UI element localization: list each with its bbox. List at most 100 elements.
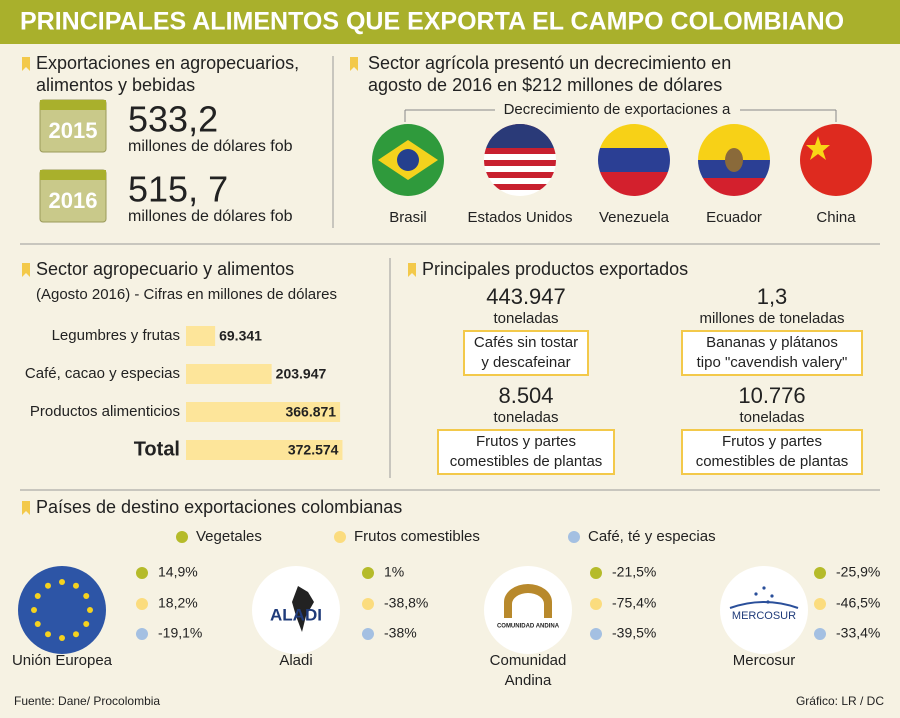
category-label: Café, cacao y especias xyxy=(25,365,180,382)
bloc-value: -46,5% xyxy=(836,595,880,611)
section-heading: Principales productos exportados xyxy=(422,259,688,279)
bloc-name: Mercosur xyxy=(733,652,796,669)
calendar-year: 2015 xyxy=(49,118,98,143)
decoration xyxy=(800,124,872,196)
value-dot xyxy=(362,628,374,640)
flag-china xyxy=(800,124,872,196)
section-heading: Países de destino exportaciones colombia… xyxy=(36,497,402,517)
bloc-value: -39,5% xyxy=(612,625,656,641)
bloc-name: Aladi xyxy=(279,652,312,669)
legend-label: Café, té y especias xyxy=(588,528,716,545)
country-name: Brasil xyxy=(389,209,427,226)
logo-star xyxy=(34,621,41,627)
flag-usa xyxy=(484,124,556,196)
logo-swoosh xyxy=(729,601,799,609)
decoration xyxy=(698,124,770,196)
logo-arch xyxy=(504,584,552,618)
logo-star xyxy=(83,621,90,627)
product-amount: 8.504 xyxy=(498,383,553,408)
logo-star xyxy=(770,594,774,598)
legend-dot xyxy=(334,531,346,543)
bloc-value: -33,4% xyxy=(836,625,880,641)
decoration xyxy=(598,124,670,196)
product-label: tipo "cavendish valery" xyxy=(697,354,848,371)
product-label: y descafeinar xyxy=(481,354,570,371)
decoration xyxy=(598,148,670,172)
decoration xyxy=(484,172,556,178)
footer-source: Fuente: Dane/ Procolombia xyxy=(14,694,160,708)
value-dot xyxy=(814,567,826,579)
value-dot xyxy=(590,567,602,579)
logo-text: ALADI xyxy=(270,605,322,624)
export-value: 533,2 xyxy=(128,99,218,140)
logo-star xyxy=(762,586,766,590)
product-amount: 443.947 xyxy=(486,284,566,309)
bar xyxy=(186,364,272,384)
bar xyxy=(186,326,216,346)
logo-text: COMUNIDAD ANDINA xyxy=(497,624,560,630)
country-name: Estados Unidos xyxy=(467,209,572,226)
legend-label: Frutos comestibles xyxy=(354,528,480,545)
logo-circle xyxy=(720,566,808,654)
value-dot xyxy=(814,598,826,610)
product-label: Bananas y plátanos xyxy=(706,334,838,351)
value-dot xyxy=(362,598,374,610)
logo-star xyxy=(73,631,79,638)
decoration xyxy=(484,184,556,190)
logo-star xyxy=(87,607,93,613)
product-label: comestibles de plantas xyxy=(450,453,603,470)
decoration xyxy=(800,124,872,196)
legend-dot xyxy=(176,531,188,543)
value-dot xyxy=(362,567,374,579)
logo-map xyxy=(292,586,314,632)
chart-subtitle: (Agosto 2016) - Cifras en millones de dó… xyxy=(36,286,337,303)
title-bar xyxy=(0,0,900,44)
section-heading: alimentos y bebidas xyxy=(36,75,195,95)
bloc-value: -21,5% xyxy=(612,564,656,580)
product-label: Frutos y partes xyxy=(722,433,822,450)
section-marker xyxy=(350,57,358,71)
logo-circle xyxy=(484,566,572,654)
logo-star xyxy=(83,593,90,599)
product-unit: toneladas xyxy=(493,409,558,426)
bloc-name: Comunidad xyxy=(490,652,567,669)
legend-dot xyxy=(568,531,580,543)
bar xyxy=(186,402,341,422)
export-value: 515, 7 xyxy=(128,169,228,210)
product-box xyxy=(681,330,863,376)
value-dot xyxy=(590,598,602,610)
product-unit: millones de toneladas xyxy=(699,310,844,327)
decoration xyxy=(372,124,444,196)
export-unit: millones de dólares fob xyxy=(128,138,293,155)
logo-star xyxy=(34,593,41,599)
bloc-value: 18,2% xyxy=(158,595,198,611)
decoration xyxy=(484,160,556,166)
calendar-year: 2016 xyxy=(49,188,98,213)
logo-star xyxy=(73,582,79,589)
value-dot xyxy=(136,567,148,579)
export-unit: millones de dólares fob xyxy=(128,208,293,225)
logo-star xyxy=(45,582,51,589)
product-unit: toneladas xyxy=(493,310,558,327)
country-name: Venezuela xyxy=(599,209,670,226)
product-label: Cafés sin tostar xyxy=(474,334,578,351)
logo-text: MERCOSUR xyxy=(732,610,796,622)
value-dot xyxy=(136,598,148,610)
flag-venezuela xyxy=(598,124,670,196)
bloc-name: Unión Europea xyxy=(12,652,113,669)
section-marker xyxy=(22,501,30,515)
chart-title: Sector agropecuario y alimentos xyxy=(36,259,294,279)
section-heading: Sector agrícola presentó un decrecimient… xyxy=(368,53,731,73)
value-label: 372.574 xyxy=(288,442,339,458)
calendar-top xyxy=(40,170,106,180)
calendar-top xyxy=(40,100,106,110)
logo-star xyxy=(766,600,770,604)
product-label: Frutos y partes xyxy=(476,433,576,450)
flag-brazil xyxy=(372,124,444,196)
value-label: 203.947 xyxy=(276,366,327,382)
footer-credit: Gráfico: LR / DC xyxy=(796,694,884,708)
logo-star xyxy=(31,607,37,613)
decoration xyxy=(484,148,556,154)
decoration xyxy=(397,149,419,171)
